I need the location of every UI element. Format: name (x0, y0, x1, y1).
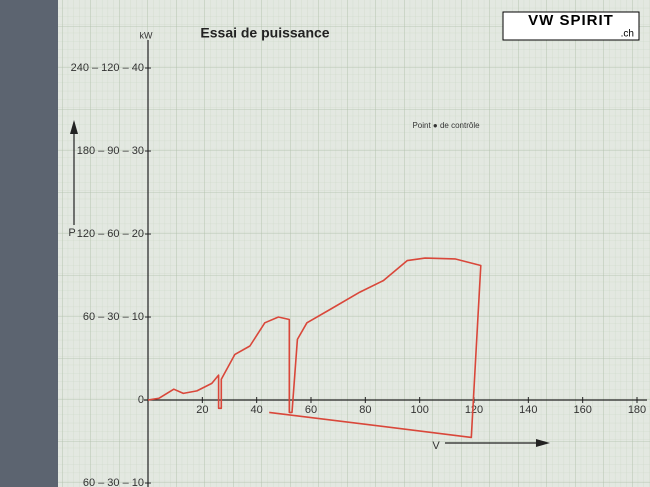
y-tick-label: 240 – 120 – 40 (71, 62, 144, 74)
p-arrow-head (70, 120, 78, 134)
x-tick-label: 180 (628, 404, 646, 416)
x-tick-label: 40 (251, 404, 263, 416)
v-arrow-head (536, 439, 550, 447)
x-tick-label: 100 (410, 404, 428, 416)
y-tick-label: 180 – 90 – 30 (77, 145, 144, 157)
logo: VW SPIRIT (528, 12, 614, 29)
x-tick-label: 60 (305, 404, 317, 416)
x-tick-label: 160 (573, 404, 591, 416)
x-tick-label: 140 (519, 404, 537, 416)
y-tick-label: 120 – 60 – 20 (77, 228, 144, 240)
v-label: V (432, 440, 440, 452)
x-tick-label: 20 (196, 404, 208, 416)
x-tick-label: 80 (359, 404, 371, 416)
power-curve (147, 257, 482, 439)
annotation: Point ● de contrôle (412, 121, 480, 130)
y-tick-label: 0 (138, 394, 144, 406)
major-grid (58, 0, 650, 487)
x-tick-label: 120 (465, 404, 483, 416)
y-axis-label: kW (140, 30, 154, 40)
logo-box (502, 11, 640, 41)
y-tick-label: 60 – 30 – 10 (83, 477, 144, 487)
chart-title: Essai de puissance (200, 25, 329, 41)
logo-suffix: .ch (621, 29, 634, 40)
y-tick-label: 60 – 30 – 10 (83, 311, 144, 323)
p-label: P (68, 227, 75, 239)
